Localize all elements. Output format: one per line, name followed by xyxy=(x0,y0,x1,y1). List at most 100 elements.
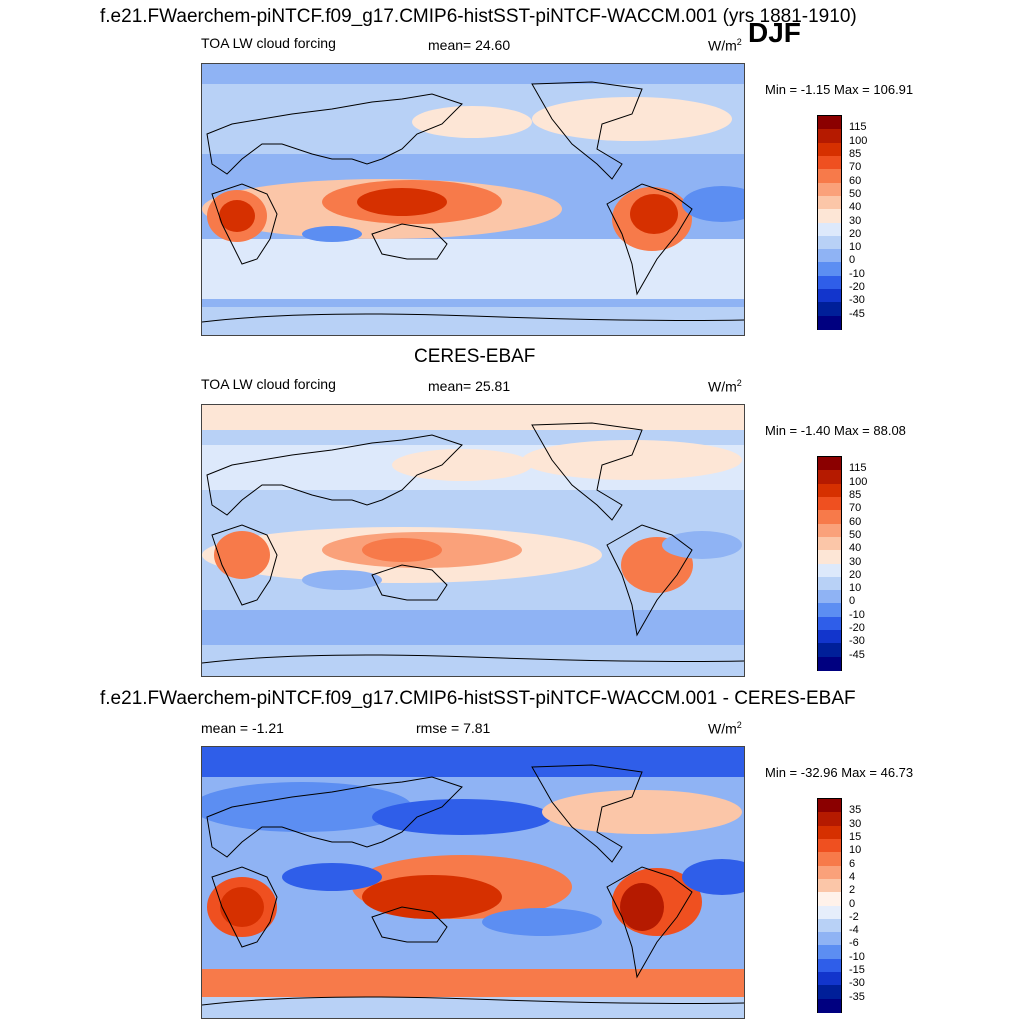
colorbar-box xyxy=(818,523,841,538)
colorbar-tick-label: 30 xyxy=(849,214,862,227)
colorbar-box xyxy=(818,799,841,813)
colorbar-tick-label: 60 xyxy=(849,515,862,528)
colorbar-box xyxy=(818,289,841,303)
colorbar-box xyxy=(818,510,841,525)
colorbar-tick-label: -10 xyxy=(849,267,865,280)
colorbar-box xyxy=(818,209,841,223)
colorbar-box xyxy=(818,865,841,880)
model-colorbar xyxy=(817,115,842,330)
colorbar-tick-label: 115 xyxy=(849,462,867,475)
colorbar-box xyxy=(818,576,841,591)
colorbar-tick-label: 100 xyxy=(849,134,868,147)
colorbar-box xyxy=(818,972,841,986)
colorbar-box xyxy=(818,262,841,277)
colorbar-box xyxy=(818,590,841,604)
colorbar-box xyxy=(818,892,841,906)
colorbar-box xyxy=(818,457,841,471)
colorbar-tick-label: -2 xyxy=(849,910,859,923)
model-panel-heading: f.e21.FWaerchem-piNTCF.f09_g17.CMIP6-his… xyxy=(100,6,857,27)
colorbar-tick-label: 85 xyxy=(849,488,862,501)
diff-panel-heading: f.e21.FWaerchem-piNTCF.f09_g17.CMIP6-his… xyxy=(100,688,856,709)
colorbar-box xyxy=(818,483,841,498)
colorbar-box xyxy=(818,945,841,960)
colorbar-box xyxy=(818,643,841,658)
colorbar-tick-label: 10 xyxy=(849,241,862,254)
colorbar-tick-label: -30 xyxy=(849,294,865,307)
diff-mean-label: mean = -1.21 xyxy=(201,720,284,736)
diff-colorbar xyxy=(817,798,842,1013)
colorbar-box xyxy=(818,603,841,618)
colorbar-box xyxy=(818,222,841,237)
colorbar-tick-label: 50 xyxy=(849,187,862,200)
colorbar-tick-label: 35 xyxy=(849,804,862,817)
model-map xyxy=(201,63,745,336)
colorbar-tick-label: 40 xyxy=(849,542,862,555)
colorbar-box xyxy=(818,182,841,197)
colorbar-tick-label: 6 xyxy=(849,857,856,870)
colorbar-tick-label: 2 xyxy=(849,884,856,897)
colorbar-tick-label: 100 xyxy=(849,475,868,488)
colorbar-tick-label: -10 xyxy=(849,608,865,621)
colorbar-tick-label: -10 xyxy=(849,950,865,963)
colorbar-box xyxy=(818,932,841,946)
colorbar-tick-label: 50 xyxy=(849,528,862,541)
obs-map xyxy=(201,404,745,677)
colorbar-box xyxy=(818,563,841,578)
colorbar-tick-label: -30 xyxy=(849,635,865,648)
colorbar-tick-label: 70 xyxy=(849,502,862,515)
colorbar-box xyxy=(818,838,841,853)
colorbar-box xyxy=(818,616,841,631)
colorbar-tick-label: -35 xyxy=(849,990,865,1003)
colorbar-tick-label: 40 xyxy=(849,201,862,214)
colorbar-tick-label: -20 xyxy=(849,622,865,635)
colorbar-tick-label: 85 xyxy=(849,147,862,160)
colorbar-box xyxy=(818,302,841,317)
colorbar-tick-label: 30 xyxy=(849,555,862,568)
colorbar-box xyxy=(818,129,841,144)
colorbar-box xyxy=(818,905,841,920)
colorbar-tick-label: 20 xyxy=(849,568,862,581)
model-mean-label: mean= 24.60 xyxy=(428,37,511,53)
colorbar-box xyxy=(818,235,841,250)
obs-minmax-label: Min = -1.40 Max = 88.08 xyxy=(765,423,906,438)
colorbar-tick-label: 0 xyxy=(849,897,856,910)
colorbar-box xyxy=(818,142,841,157)
colorbar-tick-label: 60 xyxy=(849,174,862,187)
colorbar-tick-label: 0 xyxy=(849,254,856,267)
model-units-label: W/m2 xyxy=(708,37,742,54)
colorbar-box xyxy=(818,315,841,330)
colorbar-box xyxy=(818,958,841,973)
colorbar-box xyxy=(818,985,841,1000)
colorbar-tick-label: 30 xyxy=(849,817,862,830)
model-variable-label: TOA LW cloud forcing xyxy=(201,35,336,51)
colorbar-tick-label: 10 xyxy=(849,844,862,857)
obs-variable-label: TOA LW cloud forcing xyxy=(201,376,336,392)
colorbar-tick-label: 20 xyxy=(849,227,862,240)
colorbar-box xyxy=(818,169,841,184)
diff-map xyxy=(201,746,745,1019)
colorbar-box xyxy=(818,998,841,1013)
colorbar-box xyxy=(818,550,841,564)
colorbar-box xyxy=(818,825,841,840)
season-label: DJF xyxy=(748,17,801,48)
obs-mean-label: mean= 25.81 xyxy=(428,378,511,394)
colorbar-tick-label: 0 xyxy=(849,595,856,608)
colorbar-box xyxy=(818,470,841,485)
colorbar-tick-label: -4 xyxy=(849,924,859,937)
colorbar-box xyxy=(818,155,841,170)
colorbar-box xyxy=(818,275,841,290)
colorbar-tick-label: -45 xyxy=(849,648,865,661)
colorbar-tick-label: -6 xyxy=(849,937,859,950)
diff-minmax-label: Min = -32.96 Max = 46.73 xyxy=(765,765,914,780)
colorbar-tick-label: 115 xyxy=(849,121,867,134)
diff-units-label: W/m2 xyxy=(708,720,742,737)
obs-units-label: W/m2 xyxy=(708,378,742,395)
colorbar-box xyxy=(818,812,841,827)
obs-colorbar xyxy=(817,456,842,671)
colorbar-tick-label: 15 xyxy=(849,830,862,843)
colorbar-tick-label: 70 xyxy=(849,161,862,174)
colorbar-tick-label: 4 xyxy=(849,870,856,883)
colorbar-box xyxy=(818,536,841,551)
colorbar-box xyxy=(818,249,841,263)
colorbar-box xyxy=(818,195,841,210)
